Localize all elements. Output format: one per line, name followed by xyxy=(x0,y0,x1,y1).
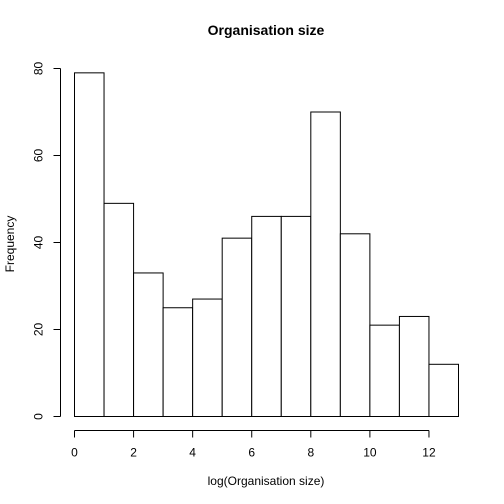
y-tick-label: 0 xyxy=(32,413,46,420)
y-axis-label: Frequency xyxy=(3,216,17,273)
y-tick-label: 20 xyxy=(32,323,46,337)
histogram-bar-9 xyxy=(339,233,371,417)
histogram-bar-0 xyxy=(74,72,105,417)
x-tick-label: 10 xyxy=(363,446,377,460)
y-tick-label: 80 xyxy=(32,62,46,76)
histogram-bar-8 xyxy=(310,111,341,417)
histogram-bar-7 xyxy=(280,215,312,417)
histogram-bar-4 xyxy=(192,298,223,417)
bars-group xyxy=(74,72,460,418)
chart-title: Organisation size xyxy=(208,22,325,38)
x-tick-label: 2 xyxy=(130,446,137,460)
y-tick-label: 60 xyxy=(32,149,46,163)
y-tick-label: 40 xyxy=(32,236,46,250)
histogram-bar-6 xyxy=(251,215,282,417)
histogram-bar-2 xyxy=(133,272,164,418)
histogram-bar-11 xyxy=(398,315,430,418)
x-tick-label: 8 xyxy=(307,446,314,460)
x-axis-label: log(Organisation size) xyxy=(208,474,325,488)
x-tick-label: 4 xyxy=(189,446,196,460)
x-tick-label: 12 xyxy=(422,446,436,460)
histogram-bar-3 xyxy=(162,307,194,417)
histogram-bar-1 xyxy=(103,202,135,417)
histogram-bar-10 xyxy=(369,324,400,417)
histogram-bar-12 xyxy=(428,363,460,417)
x-tick-label: 6 xyxy=(248,446,255,460)
histogram-bar-5 xyxy=(221,237,253,417)
y-axis: 0 20 40 60 80 xyxy=(32,62,61,420)
x-axis: 0 2 4 6 8 10 12 xyxy=(71,430,436,460)
x-tick-label: 0 xyxy=(71,446,78,460)
